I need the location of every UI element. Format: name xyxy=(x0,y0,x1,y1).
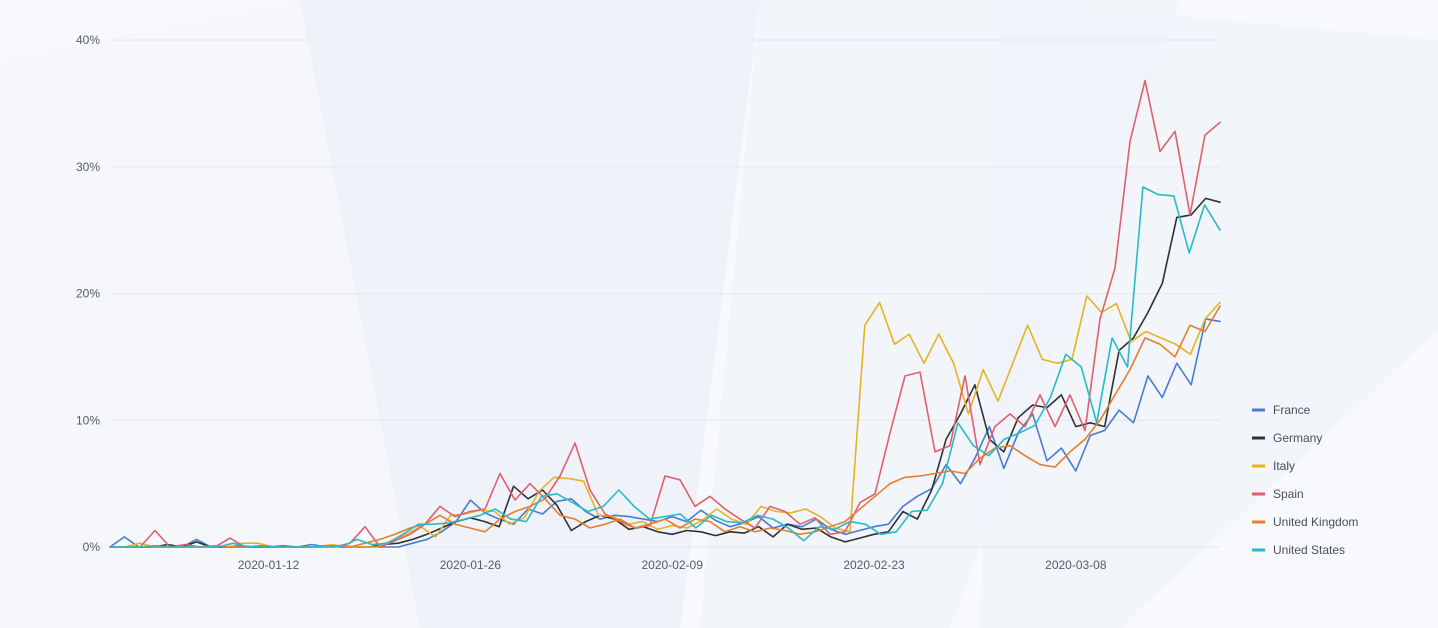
legend-label-spain: Spain xyxy=(1273,487,1304,501)
x-tick-label: 2020-01-12 xyxy=(238,558,300,572)
series-lines xyxy=(109,79,1221,548)
x-tick-label: 2020-01-26 xyxy=(440,558,502,572)
x-tick-label: 2020-02-23 xyxy=(843,558,905,572)
y-tick-label: 20% xyxy=(76,287,100,301)
legend-label-united-kingdom: United Kingdom xyxy=(1273,515,1358,529)
x-tick-label: 2020-02-09 xyxy=(642,558,704,572)
series-line-france xyxy=(109,318,1221,548)
background-shape xyxy=(300,0,760,628)
legend-label-united-states: United States xyxy=(1273,543,1345,557)
series-line-united-kingdom xyxy=(109,305,1221,548)
legend-label-france: France xyxy=(1273,403,1311,417)
x-axis: 2020-01-12 2020-01-26 2020-02-09 2020-02-23… xyxy=(238,558,1107,572)
grid xyxy=(110,39,1220,548)
y-tick-label: 10% xyxy=(76,413,100,427)
y-tick-label: 40% xyxy=(76,33,100,47)
y-tick-label: 0% xyxy=(83,540,101,554)
y-tick-label: 30% xyxy=(76,160,100,174)
series-line-spain xyxy=(109,79,1221,548)
x-tick-label: 2020-03-08 xyxy=(1045,558,1107,572)
background-shape xyxy=(0,0,420,628)
series-line-italy xyxy=(109,295,1221,548)
legend-label-germany: Germany xyxy=(1273,431,1322,445)
series-line-united-states xyxy=(109,186,1221,548)
legend: France Germany Italy Spain United Kingdom Uni… xyxy=(1252,403,1358,557)
legend-label-italy: Italy xyxy=(1273,459,1295,473)
series-line-germany xyxy=(109,197,1221,548)
y-axis: 0% 10% 20% 30% 40% xyxy=(76,33,100,554)
